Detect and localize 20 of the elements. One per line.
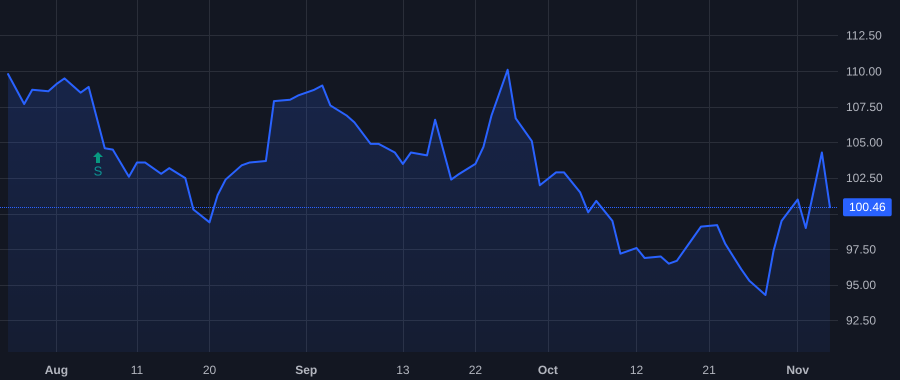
x-tick-label: Sep — [295, 363, 318, 377]
x-tick-label: 11 — [130, 363, 144, 377]
x-tick-label: 13 — [396, 363, 410, 377]
y-tick-label: 97.50 — [846, 242, 876, 256]
x-tick-label: 22 — [468, 363, 482, 377]
y-tick-label: 92.50 — [846, 314, 876, 328]
annotation: S — [94, 164, 103, 178]
x-tick-label: 12 — [630, 363, 644, 377]
x-tick-label: 20 — [202, 363, 216, 377]
x-tick-label: Oct — [538, 363, 558, 377]
x-tick-label: Nov — [786, 363, 810, 377]
y-tick-label: 105.00 — [846, 136, 884, 150]
y-tick-label: 95.00 — [846, 278, 876, 292]
ref-line-label: 100.46 — [849, 200, 886, 214]
x-tick-label: Aug — [44, 363, 68, 377]
y-tick-label: 107.50 — [846, 100, 884, 114]
y-tick-label: 112.50 — [846, 28, 882, 43]
x-tick-label: 21 — [702, 363, 716, 377]
y-tick-label: 102.50 — [846, 171, 884, 186]
y-tick-label: 110.00 — [846, 64, 882, 78]
